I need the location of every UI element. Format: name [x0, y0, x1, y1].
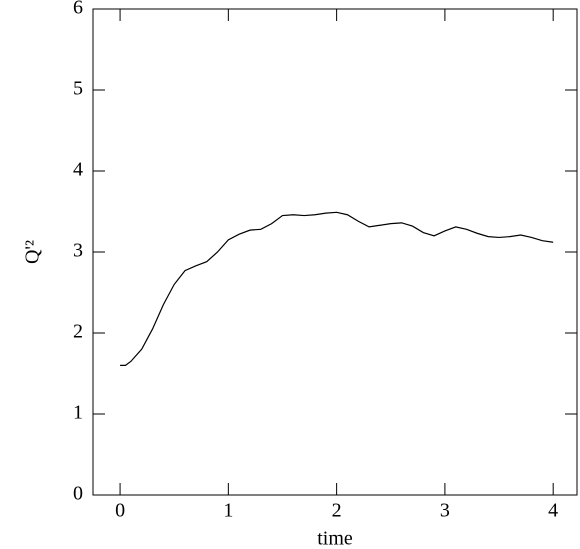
x-tick-label: 4: [548, 500, 558, 522]
y-tick-label: 4: [73, 159, 83, 181]
x-tick-label: 2: [332, 500, 342, 522]
x-tick-label: 0: [115, 500, 125, 522]
data-line: [120, 211, 554, 366]
y-tick-label: 1: [73, 402, 83, 424]
y-tick-label: 2: [73, 321, 83, 343]
y-tick-label: 0: [73, 483, 83, 505]
y-tick-label: 6: [73, 0, 83, 19]
x-tick-label: 3: [440, 500, 450, 522]
y-axis-label: Q'²: [22, 240, 44, 264]
y-tick-label: 3: [73, 240, 83, 262]
x-tick-label: 1: [223, 500, 233, 522]
plot-frame: [92, 8, 578, 496]
x-axis-label: time: [317, 528, 353, 549]
y-tick-label: 5: [73, 78, 83, 100]
